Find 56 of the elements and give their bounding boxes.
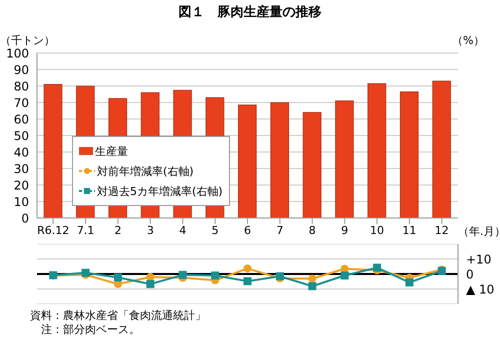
y-tick-label: 10 xyxy=(14,194,29,209)
point xyxy=(373,264,382,272)
bar xyxy=(238,104,257,218)
y-tick-label: 0 xyxy=(466,267,474,282)
y-tick-label: ▲ 10 xyxy=(466,282,494,296)
y-tick-label: 80 xyxy=(14,79,29,94)
x-tick-label: 2 xyxy=(114,224,122,237)
point xyxy=(211,272,220,280)
bar xyxy=(400,91,419,218)
point xyxy=(244,264,252,272)
point xyxy=(114,273,122,282)
x-tick-label: 6 xyxy=(244,224,251,237)
x-tick-label: 8 xyxy=(308,224,316,237)
y-tick-label: 50 xyxy=(14,128,29,143)
y-tick-label: 100 xyxy=(6,46,29,60)
chart-title: 図１ 豚肉生産量の推移 xyxy=(178,4,322,21)
point xyxy=(340,272,349,280)
x-tick-label: 4 xyxy=(179,224,186,237)
point xyxy=(308,274,316,283)
bar xyxy=(335,100,354,218)
y-tick-label: 40 xyxy=(14,145,29,160)
y-tick-label: +10 xyxy=(466,252,492,266)
legend-label: 生産量 xyxy=(95,144,128,158)
y-tick-label: 20 xyxy=(14,178,29,192)
x-tick-label: 7.1 xyxy=(76,224,94,237)
x-tick-label: 11 xyxy=(402,224,416,237)
y-tick-label: 0 xyxy=(21,211,29,226)
point xyxy=(146,273,154,281)
y-tick-label: 30 xyxy=(14,162,29,176)
bar xyxy=(270,102,289,218)
y-tick-label: 70 xyxy=(14,96,29,110)
x-tick-label: 12 xyxy=(434,224,449,237)
bar xyxy=(302,112,322,218)
x-tick-label: 7 xyxy=(276,224,284,237)
y-tick-label: 90 xyxy=(14,62,29,77)
x-axis-title: （年.月） xyxy=(458,224,500,239)
y2-axis-title: （%） xyxy=(452,33,484,48)
x-tick-label: 10 xyxy=(370,224,384,237)
y-axis-title: （千トン） xyxy=(0,33,55,48)
point xyxy=(146,280,154,288)
x-tick-label: 5 xyxy=(212,224,219,237)
point xyxy=(405,278,414,286)
text: 資料：農林水産省「食肉流通統計」 xyxy=(30,308,206,323)
point xyxy=(244,277,252,286)
y-tick-label: 60 xyxy=(14,112,29,126)
x-tick-label: 9 xyxy=(341,224,348,237)
legend-label: 対前年増減率(右軸) xyxy=(97,164,194,178)
text: 注：部分肉ベース。 xyxy=(40,322,140,337)
x-tick-label: 3 xyxy=(146,224,154,237)
bar xyxy=(432,80,451,218)
point xyxy=(178,270,187,279)
bar xyxy=(368,83,386,218)
x-tick-label: R6.12 xyxy=(37,224,70,237)
legend-label: 対過去5カ年増減率(右軸) xyxy=(97,184,223,198)
point xyxy=(308,282,316,290)
bar xyxy=(44,84,62,218)
